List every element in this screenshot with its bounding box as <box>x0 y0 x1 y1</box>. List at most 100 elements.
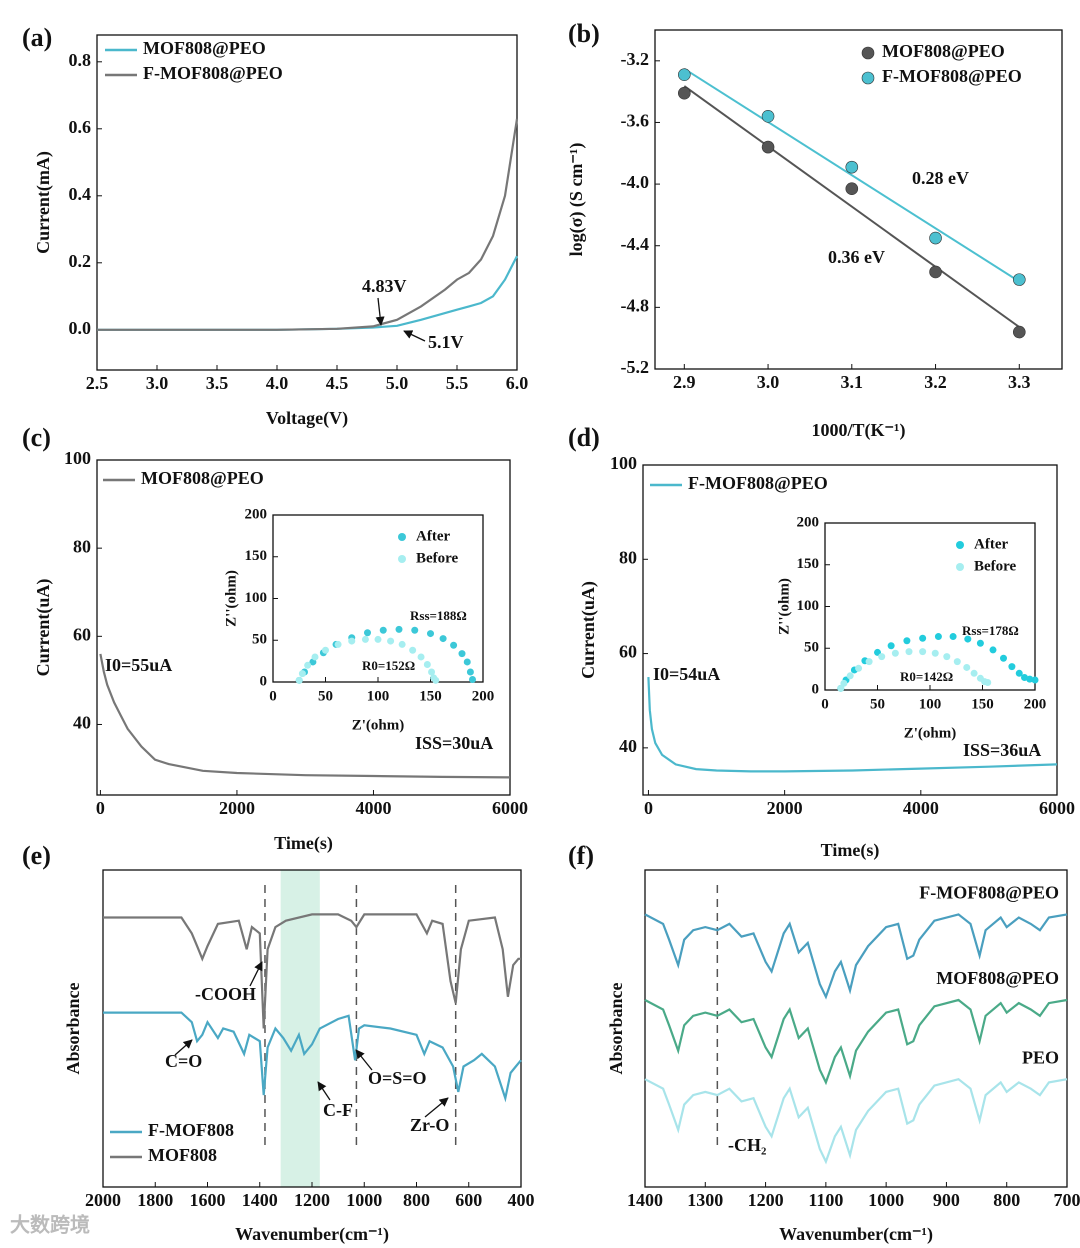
data-point <box>304 661 312 669</box>
x-axis-title: 1000/T(K⁻¹) <box>812 420 906 441</box>
annotation: I0=54uA <box>653 664 720 684</box>
panel: 0 2000 4000 6000406080100Time(s)Current(uA)… <box>22 423 528 854</box>
legend-label: After <box>974 536 1008 552</box>
legend-label: F-MOF808 <box>148 1120 234 1140</box>
x-tick-label: 2.5 <box>86 373 109 393</box>
data-point <box>678 68 691 81</box>
data-point <box>837 684 845 692</box>
data-point <box>361 635 369 643</box>
annotation: ISS=30uA <box>415 733 493 753</box>
watermark: 大数跨境 <box>10 1213 90 1237</box>
x-tick-label: 4.0 <box>266 373 289 393</box>
x-tick-label: 0 <box>269 688 277 704</box>
legend-label: After <box>416 528 450 544</box>
series-label: PEO <box>1022 1047 1059 1067</box>
y-axis-title: Absorbance <box>63 982 83 1074</box>
panel-label: (d) <box>568 423 600 452</box>
fit-line <box>683 85 1020 328</box>
plot-frame <box>96 34 518 371</box>
plot-frame <box>654 29 1063 370</box>
highlight-band <box>280 870 320 1187</box>
x-tick-label: 600 <box>455 1190 482 1210</box>
x-tick-label: 2.9 <box>673 372 696 392</box>
data-point <box>417 653 425 661</box>
data-point <box>846 672 854 680</box>
data-point <box>334 640 342 648</box>
data-point <box>409 646 417 654</box>
fit-line <box>683 67 1020 283</box>
x-tick-label: 50 <box>870 696 885 712</box>
panel-label: (a) <box>22 23 52 52</box>
y-tick-label: 200 <box>245 506 268 522</box>
data-point <box>348 637 356 645</box>
y-axis-title: Current(uA) <box>33 579 54 677</box>
data-point <box>298 670 306 678</box>
y-tick-label: 100 <box>797 598 820 614</box>
data-point <box>929 265 942 279</box>
data-point <box>379 626 387 634</box>
legend-label: MOF808@PEO <box>141 468 264 488</box>
y-tick-label: 0 <box>260 673 268 689</box>
data-point <box>427 630 434 638</box>
y-tick-label: 0.4 <box>69 184 92 204</box>
plot-frame <box>96 459 511 796</box>
data-point <box>364 629 371 637</box>
plot-frame <box>642 464 1058 796</box>
y-tick-label: 100 <box>64 448 91 468</box>
annotation: 5.1V <box>428 332 464 352</box>
y-axis-title: Current(mA) <box>33 151 54 254</box>
legend-label: MOF808@PEO <box>143 38 266 58</box>
arrow <box>355 1049 373 1071</box>
data-point <box>428 668 436 676</box>
x-tick-label: 3.3 <box>1008 372 1031 392</box>
annotation: I0=55uA <box>105 655 172 675</box>
x-tick-label: 5.0 <box>386 373 409 393</box>
y-axis-title: Absorbance <box>606 982 626 1074</box>
data-point <box>845 160 859 174</box>
legend-label: Before <box>416 550 459 566</box>
data-point <box>311 653 319 661</box>
annotation: Rss=188Ω <box>410 608 467 623</box>
x-tick-label: 400 <box>508 1190 535 1210</box>
x-axis-title: Time(s) <box>274 833 333 854</box>
panel: 1400 1300 1200 1100 1000 900 800 700 Wavenumber(… <box>568 841 1080 1245</box>
panel-label: (c) <box>22 423 51 452</box>
data-point <box>1008 663 1016 671</box>
data-point <box>423 660 431 668</box>
x-axis-title: Wavenumber(cm⁻¹) <box>779 1224 933 1245</box>
data-point <box>411 626 419 634</box>
arrow <box>174 1039 193 1056</box>
annotation: ISS=36uA <box>963 740 1041 760</box>
legend-marker <box>956 563 964 571</box>
x-tick-label: 6000 <box>492 798 528 818</box>
y-axis-title: log(σ) (S cm⁻¹) <box>566 143 587 257</box>
panel: 2.5 3.0 3.5 4.0 4.5 5.0 5.5 6.0 0.0 0.2 0.4 0.6 0.8 V… <box>22 23 528 429</box>
series-line <box>644 1077 1068 1165</box>
x-tick-label: 0 <box>96 798 105 818</box>
annotation: R0=142Ω <box>900 669 953 684</box>
y-tick-label: -5.2 <box>621 357 650 377</box>
y-tick-label: 100 <box>245 590 268 606</box>
y-tick-label: 100 <box>610 453 637 473</box>
y-tick-label: 150 <box>797 556 820 572</box>
data-point <box>878 653 886 661</box>
annotation: -COOH <box>195 984 256 1004</box>
data-point <box>466 668 474 676</box>
annotation: O=S=O <box>368 1068 427 1088</box>
data-point <box>469 675 476 683</box>
x-tick-label: 3.0 <box>757 372 780 392</box>
series-line <box>103 1011 522 1103</box>
x-tick-label: 1100 <box>808 1190 843 1210</box>
x-tick-label: 1200 <box>294 1190 330 1210</box>
data-point <box>953 658 961 666</box>
x-tick-label: 100 <box>919 696 942 712</box>
x-tick-label: 200 <box>1024 696 1047 712</box>
x-tick-label: 3.5 <box>206 373 229 393</box>
y-tick-label: -4.8 <box>621 295 650 315</box>
x-axis-title: Voltage(V) <box>266 408 348 429</box>
series-line <box>647 677 1058 773</box>
annotation: Zr-O <box>410 1115 449 1135</box>
data-point <box>439 635 447 643</box>
data-point <box>387 637 395 645</box>
legend-marker <box>398 555 406 563</box>
